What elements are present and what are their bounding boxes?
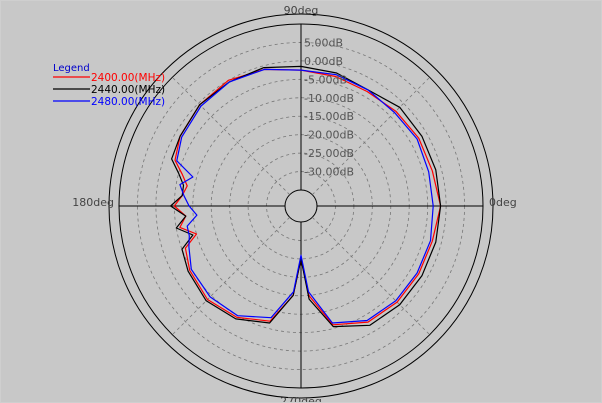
- legend-item-label: 2480.00(MHz): [91, 96, 165, 108]
- series-layer: [171, 66, 441, 326]
- series-line: [177, 69, 433, 323]
- legend-item-label: 2400.00(MHz): [91, 72, 165, 84]
- radial-tick-label: -5.00dB: [304, 73, 347, 86]
- angle-label-90: 90deg: [284, 4, 319, 17]
- radial-tick-label: -10.00dB: [304, 92, 354, 105]
- radial-tick-label: -20.00dB: [304, 129, 354, 142]
- label-layer: 5.00dB 0.00dB -5.00dB -10.00dB -15.00dB -20.0…: [72, 4, 516, 402]
- radial-tick-label: -15.00dB: [304, 110, 354, 123]
- angle-label-0: 0deg: [489, 196, 517, 209]
- grid-spoke: [312, 217, 429, 334]
- center-ring: [285, 190, 317, 222]
- radial-tick-label: 0.00dB: [304, 55, 343, 68]
- polar-grid: [109, 14, 493, 398]
- legend-item-label: 2440.00(MHz): [91, 84, 165, 96]
- series-line: [171, 66, 441, 326]
- radial-tick-label: 5.00dB: [304, 36, 343, 49]
- legend-title: Legend: [53, 63, 90, 74]
- radial-tick-label: -30.00dB: [304, 166, 354, 179]
- angle-label-270: 270deg: [280, 395, 322, 402]
- grid-spoke: [172, 77, 289, 194]
- radial-tick-label: -25.00dB: [304, 147, 354, 160]
- legend: Legend2400.00(MHz)2440.00(MHz)2480.00(MH…: [53, 63, 165, 108]
- angle-label-180: 180deg: [72, 196, 114, 209]
